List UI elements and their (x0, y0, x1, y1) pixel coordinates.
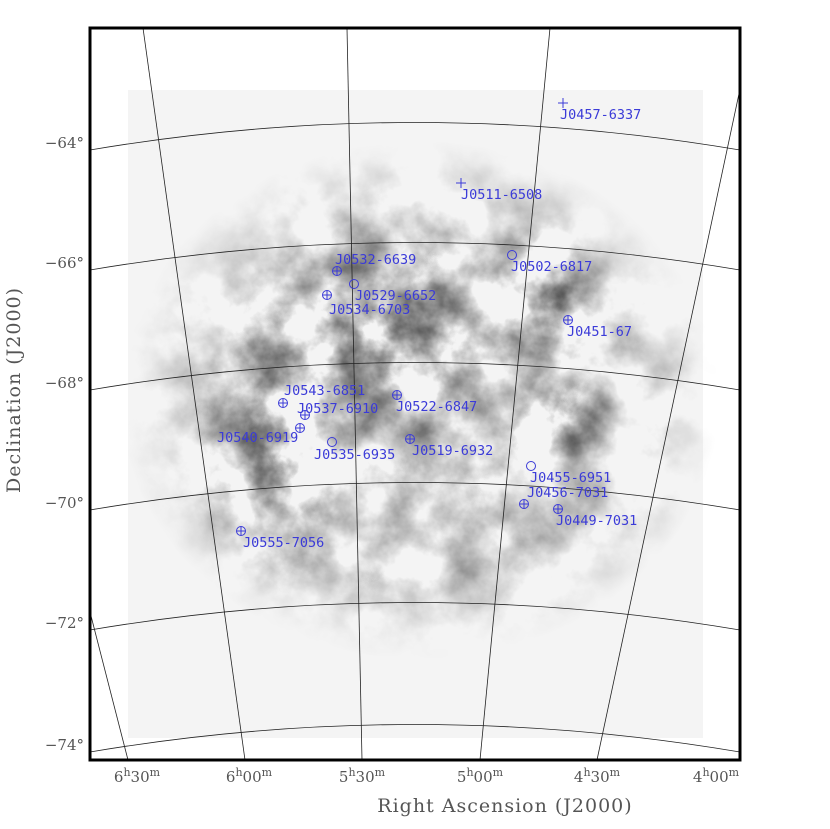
source-label: J0537-6910 (297, 401, 378, 417)
source-label: J0449-7031 (556, 513, 637, 529)
marker-circle (327, 437, 337, 447)
y-tick-label: −72° (45, 614, 84, 632)
x-tick-label: 4h00m (693, 766, 740, 786)
y-tick-label: −68° (45, 374, 84, 392)
tick-unit: m (150, 766, 161, 779)
tick-unit: h (583, 766, 590, 779)
source-label: J0555-7056 (243, 535, 324, 551)
source-marker (456, 178, 466, 188)
x-tick-label: 5h00m (457, 766, 504, 786)
source-marker (300, 410, 310, 420)
hi-image (120, 90, 720, 738)
tick-unit: m (729, 766, 740, 779)
tick-number: 6 (114, 768, 124, 786)
source-label: J0451-67 (567, 324, 632, 340)
tick-number: 00 (243, 768, 262, 786)
source-label: J0522-6847 (396, 399, 477, 415)
tick-number: 00 (474, 768, 493, 786)
source-marker (553, 504, 563, 514)
tick-unit: h (235, 766, 242, 779)
y-tick-label: −64° (45, 134, 84, 152)
tick-unit: m (493, 766, 504, 779)
source-label: J0502-6817 (511, 259, 592, 275)
x-tick-label: 4h30m (574, 766, 621, 786)
source-label: J0535-6935 (314, 447, 395, 463)
source-label: J0543-6851 (284, 383, 365, 399)
tick-number: 4 (574, 768, 584, 786)
source-marker (327, 437, 337, 447)
source-marker (392, 390, 402, 400)
sources: J0457-6337 J0511-6508 J0532-6639 J0502-6817… (217, 98, 641, 551)
ra-line (479, 28, 551, 760)
tick-unit: h (123, 766, 130, 779)
y-tick-label: −66° (45, 254, 84, 272)
source-label: J0529-6652 (355, 288, 436, 304)
source-marker (236, 526, 246, 536)
dec-line (90, 122, 740, 151)
tick-number: 30 (131, 768, 150, 786)
source-marker (295, 423, 305, 433)
x-tick-label: 6h00m (226, 766, 273, 786)
source-marker (563, 315, 573, 325)
source-label: J0532-6639 (335, 252, 416, 268)
dec-line (90, 362, 740, 391)
source-marker (558, 98, 568, 108)
source-marker (332, 266, 342, 276)
source-label: J0519-6932 (412, 443, 493, 459)
tick-unit: m (610, 766, 621, 779)
source-marker (519, 499, 529, 509)
frame (88, 26, 742, 762)
tick-number: 30 (591, 768, 610, 786)
source-label: J0534-6703 (329, 302, 410, 318)
y-tick-label: −70° (45, 494, 84, 512)
source-label: J0457-6337 (560, 107, 641, 123)
source-marker (507, 250, 517, 260)
dec-line (90, 242, 740, 271)
tick-unit: h (466, 766, 473, 779)
x-axis-label: Right Ascension (J2000) (377, 795, 632, 817)
source-marker (526, 461, 536, 471)
tick-number: 30 (356, 768, 375, 786)
source-marker (278, 398, 288, 408)
source-label: J0456-7031 (527, 485, 608, 501)
ra-line (596, 87, 740, 760)
ra-line (142, 28, 246, 760)
ra-line (346, 28, 363, 760)
tick-unit: m (375, 766, 386, 779)
marker-circle (526, 461, 536, 471)
x-tick-label: 6h30m (114, 766, 161, 786)
y-axis-label: Declination (J2000) (3, 287, 25, 493)
source-label: J0455-6951 (530, 470, 611, 486)
tick-number: 00 (710, 768, 729, 786)
tick-number: 6 (226, 768, 236, 786)
tick-number: 4 (693, 768, 703, 786)
dec-line (90, 482, 740, 511)
source-marker (405, 434, 415, 444)
dec-line (90, 724, 740, 753)
tick-unit: h (702, 766, 709, 779)
source-marker (349, 279, 359, 289)
source-marker (322, 290, 332, 300)
marker-circle (507, 250, 517, 260)
x-tick-label: 5h30m (339, 766, 386, 786)
source-label: J0540-6919 (217, 430, 298, 446)
source-label: J0511-6508 (461, 187, 542, 203)
coordinate-grid (90, 28, 740, 760)
marker-circle (349, 279, 359, 289)
tick-unit: m (262, 766, 273, 779)
tick-unit: h (348, 766, 355, 779)
tick-number: 5 (339, 768, 349, 786)
y-tick-label: −74° (45, 736, 84, 754)
dec-line (90, 602, 740, 631)
tick-number: 5 (457, 768, 467, 786)
ra-line (90, 610, 129, 760)
